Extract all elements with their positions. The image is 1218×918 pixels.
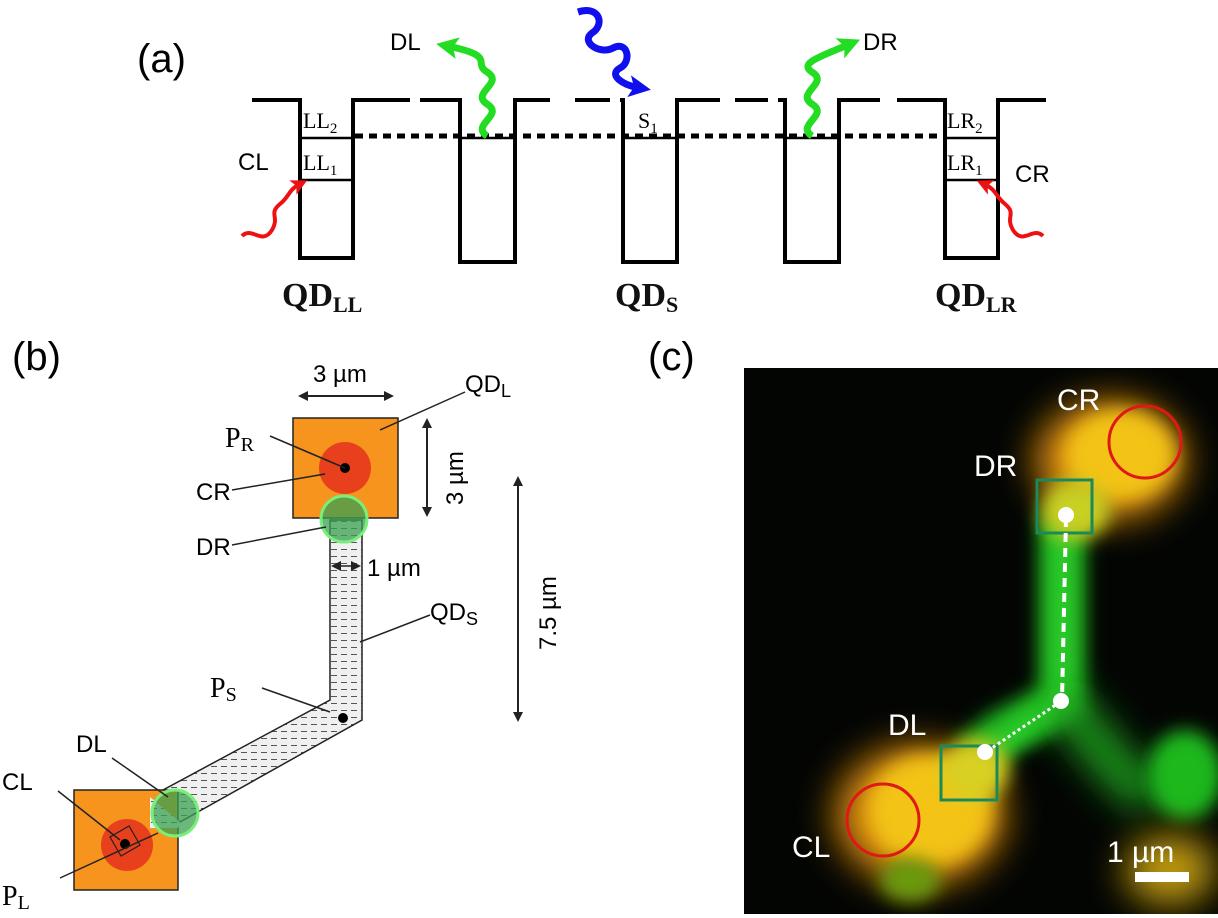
label-ll1: LL1 bbox=[303, 150, 337, 179]
point-dr-c bbox=[1058, 507, 1074, 523]
label-cl-a: CL bbox=[238, 149, 269, 176]
detect-spot-dl bbox=[150, 788, 200, 838]
blob-dl bbox=[941, 740, 1009, 800]
pump-arrow-cl bbox=[240, 180, 308, 239]
path-dotted-diagonal bbox=[985, 700, 1061, 754]
label-dr-a: DR bbox=[863, 29, 898, 56]
blob-bottom-right bbox=[1125, 835, 1215, 905]
label-cr-c: CR bbox=[1057, 384, 1100, 417]
dim-label-top: 3 µm bbox=[313, 361, 367, 388]
circle-cl bbox=[845, 782, 921, 858]
label-dr-b: DR bbox=[196, 534, 231, 561]
energy-levels bbox=[300, 136, 998, 182]
path-dotted-vertical bbox=[1060, 517, 1068, 701]
pump-arrow-cr bbox=[976, 180, 1045, 239]
label-dl-c: DL bbox=[888, 709, 926, 742]
label-ps: PS bbox=[210, 673, 237, 706]
label-cl-b: CL bbox=[2, 769, 33, 796]
panel-a-label: (a) bbox=[137, 37, 186, 81]
label-qd-ll: QDLL bbox=[282, 277, 362, 317]
point-ps bbox=[338, 713, 348, 723]
label-pr: PR bbox=[225, 423, 255, 456]
label-s1: S1 bbox=[638, 108, 658, 137]
panel-b: (b) 3 µm 3 µm 1 µm 7.5 µm bbox=[2, 335, 562, 914]
blob-dr bbox=[1040, 480, 1110, 540]
wire-branch bbox=[1046, 687, 1165, 815]
label-dl-b: DL bbox=[76, 731, 107, 758]
excitation-arrow bbox=[576, 7, 651, 98]
label-qdl: QDL bbox=[465, 371, 511, 401]
scale-bar bbox=[1135, 872, 1189, 882]
leader-lines bbox=[57, 391, 466, 879]
point-dl-c bbox=[977, 744, 993, 760]
dim-label-wire: 1 µm bbox=[367, 555, 421, 582]
green-blob-right bbox=[1147, 730, 1218, 820]
blob-bottom bbox=[880, 858, 940, 902]
label-lr2: LR2 bbox=[947, 108, 983, 137]
panel-a: (a) LL2 LL1 S1 LR2 LR1 bbox=[137, 7, 1050, 317]
circle-cr bbox=[1107, 404, 1183, 480]
point-ps-c bbox=[1053, 693, 1069, 709]
panel-b-label: (b) bbox=[12, 335, 61, 379]
panel-c: (c) CR DR DL CL bbox=[648, 335, 1218, 914]
energy-profile bbox=[252, 98, 1046, 264]
label-cl-c: CL bbox=[792, 831, 830, 864]
dim-label-side: 3 µm bbox=[442, 451, 469, 505]
scale-bar-label: 1 µm bbox=[1107, 836, 1174, 869]
label-dl-a: DL bbox=[390, 29, 421, 56]
label-qd-s: QDS bbox=[615, 277, 678, 317]
label-cr-a: CR bbox=[1015, 161, 1050, 188]
label-ll2: LL2 bbox=[303, 108, 337, 137]
detect-spot-dr bbox=[319, 494, 369, 544]
label-qds-b: QDS bbox=[430, 599, 478, 629]
label-lr1: LR1 bbox=[947, 150, 983, 179]
box-dl bbox=[939, 744, 999, 802]
panel-c-label: (c) bbox=[648, 335, 695, 379]
label-dr-c: DR bbox=[974, 450, 1017, 483]
bend-marker bbox=[109, 825, 141, 857]
emission-arrow-dl bbox=[436, 37, 496, 139]
label-cr-b: CR bbox=[196, 479, 231, 506]
label-qd-lr: QDLR bbox=[935, 277, 1018, 317]
dim-label-length: 7.5 µm bbox=[535, 576, 562, 650]
emission-arrow-dr bbox=[803, 38, 861, 139]
nanowire-qds bbox=[148, 519, 363, 823]
label-pl: PL bbox=[2, 881, 30, 914]
